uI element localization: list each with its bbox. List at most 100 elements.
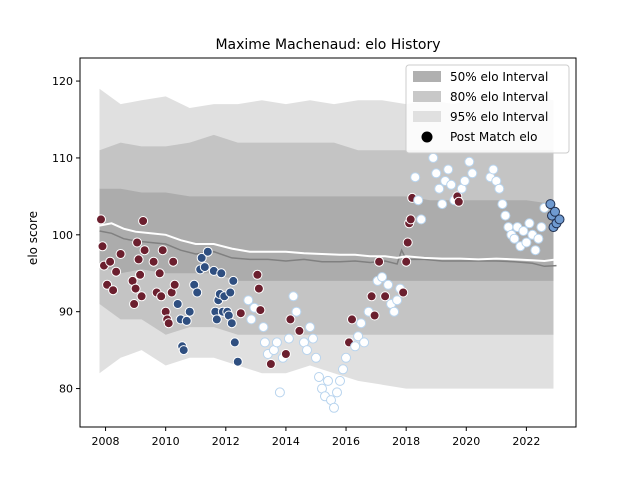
legend-swatch [413, 111, 441, 122]
data-point [329, 402, 339, 413]
legend-label: Post Match elo [450, 130, 537, 144]
x-tick-label: 2008 [92, 435, 120, 448]
legend-label: 95% elo Interval [450, 110, 548, 124]
legend-marker [421, 131, 433, 143]
x-tick-label: 2014 [272, 435, 300, 448]
data-point [497, 199, 508, 210]
y-tick-label: 110 [52, 152, 73, 165]
data-point [335, 375, 345, 386]
data-point [154, 268, 165, 279]
data-point [464, 156, 475, 167]
data-point [401, 256, 412, 267]
data-point [138, 216, 149, 226]
chart-title: Maxime Machenaud: elo History [215, 37, 440, 53]
data-point [105, 256, 116, 267]
data-point [291, 306, 302, 317]
data-point [413, 195, 424, 206]
data-point [369, 310, 380, 321]
data-point [181, 315, 192, 326]
data-point [199, 262, 210, 273]
y-axis-label: elo score [26, 211, 40, 265]
data-point [308, 333, 318, 344]
data-point [235, 308, 246, 319]
data-point [530, 245, 541, 256]
y-tick-label: 120 [52, 75, 73, 88]
data-point [494, 183, 505, 194]
data-point [253, 283, 264, 294]
x-tick-label: 2012 [212, 435, 240, 448]
data-point [211, 314, 222, 325]
data-point [356, 318, 367, 329]
data-point [139, 245, 150, 256]
data-point [545, 199, 556, 210]
legend-label: 50% elo Interval [450, 70, 548, 84]
mean-line [99, 222, 557, 263]
data-point [416, 214, 427, 225]
data-point [184, 306, 195, 317]
y-tick-label: 100 [52, 229, 73, 242]
data-point [259, 337, 270, 348]
data-point [163, 318, 174, 329]
data-point [443, 164, 454, 175]
x-tick-label: 2016 [332, 435, 360, 448]
data-point [353, 331, 364, 342]
data-point [280, 349, 291, 359]
data-point [410, 172, 421, 183]
data-point [467, 168, 478, 179]
median-line [99, 230, 557, 268]
data-point [255, 305, 266, 316]
data-point [133, 254, 144, 265]
data-point [550, 206, 560, 217]
data-point [398, 287, 409, 298]
data-point [265, 359, 276, 369]
data-point [453, 196, 464, 207]
data-point [274, 387, 285, 398]
data-point [288, 291, 299, 302]
data-point [405, 214, 416, 225]
data-point [157, 245, 168, 256]
data-point [332, 387, 342, 398]
data-point [350, 341, 361, 352]
data-point [132, 237, 143, 248]
data-point [172, 299, 183, 309]
data-point [302, 345, 312, 356]
axes-frame [79, 57, 577, 428]
data-point [243, 295, 254, 306]
data-point [488, 164, 499, 175]
data-point [97, 241, 108, 252]
data-point [115, 249, 126, 259]
data-point [341, 352, 351, 363]
data-point [168, 256, 179, 267]
data-point [136, 291, 147, 302]
data-point [258, 322, 269, 333]
data-point [323, 375, 333, 386]
legend-swatch [413, 71, 441, 82]
data-point [283, 333, 294, 344]
data-point [518, 226, 529, 236]
data-point [96, 214, 106, 225]
data-point [130, 283, 141, 294]
data-point [169, 279, 180, 290]
data-point [338, 364, 348, 375]
data-point [246, 314, 257, 325]
y-tick-label: 90 [59, 306, 73, 319]
data-point [359, 337, 370, 348]
data-point [196, 252, 207, 263]
axes: 2008 2010 2012 2014 2016 2018 2020 2022 80 90 100 1… [52, 57, 577, 448]
data-point [252, 269, 263, 280]
y-tick-label: 80 [59, 383, 73, 396]
data-point [402, 237, 413, 248]
data-point [509, 233, 520, 244]
data-point [431, 168, 442, 179]
data-point [380, 291, 391, 302]
plot-area [96, 88, 565, 413]
data-point [178, 345, 189, 356]
legend-box [405, 64, 570, 154]
data-point [389, 306, 400, 317]
data-point [135, 269, 146, 280]
data-point [533, 233, 544, 244]
data-point [156, 291, 167, 302]
data-point [229, 337, 240, 348]
data-point [377, 272, 388, 283]
